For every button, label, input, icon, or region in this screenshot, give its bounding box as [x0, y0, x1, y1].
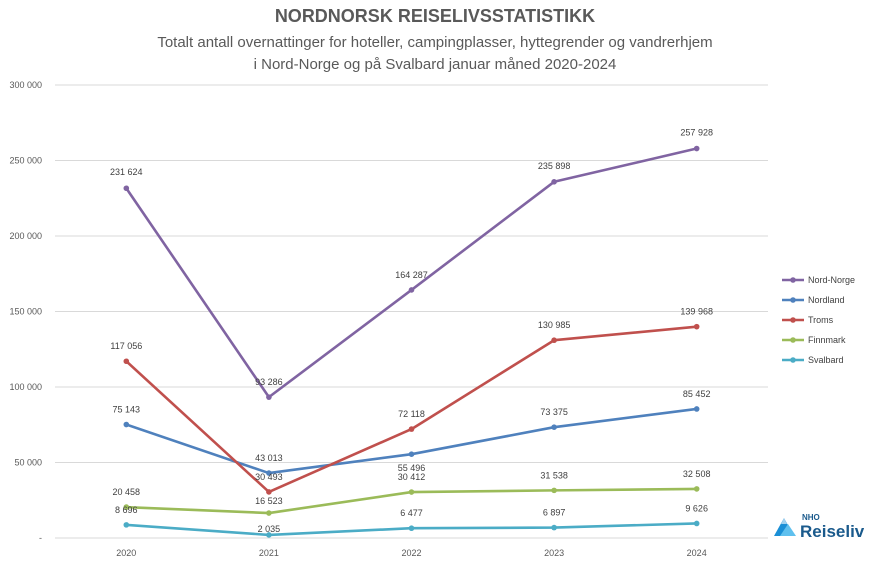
series-lines — [123, 145, 700, 538]
data-point — [693, 323, 700, 330]
legend-marker — [790, 317, 796, 323]
data-label: 130 985 — [538, 320, 571, 330]
data-point — [551, 524, 557, 531]
data-label: 8 696 — [115, 505, 138, 515]
data-point — [693, 145, 700, 152]
legend-label: Svalbard — [808, 355, 844, 365]
nho-reiseliv-logo: NHO Reiseliv — [772, 508, 865, 542]
data-point — [408, 287, 415, 293]
chart-title: NORDNORSK REISELIVSSTATISTIKK — [274, 6, 596, 26]
data-label: 231 624 — [110, 167, 143, 177]
legend-marker — [790, 337, 796, 343]
data-label: 20 458 — [113, 487, 141, 497]
data-point — [123, 185, 130, 192]
y-tick-label: 200 000 — [9, 231, 42, 241]
gridlines — [55, 84, 768, 539]
legend-label: Finnmark — [808, 335, 846, 345]
data-point — [408, 525, 415, 532]
y-tick-label: 250 000 — [9, 156, 42, 166]
data-point — [408, 426, 415, 432]
data-label: 72 118 — [398, 409, 425, 419]
data-point — [408, 489, 415, 495]
data-label: 139 968 — [680, 307, 713, 317]
x-tick-label: 2024 — [687, 548, 707, 558]
data-point — [693, 486, 700, 492]
data-labels: 231 624 93 286 164 287 235 898 257 928 75 143… — [110, 128, 713, 534]
data-label: 31 538 — [540, 470, 568, 480]
data-label: 75 143 — [113, 405, 141, 415]
data-label: 30 412 — [398, 472, 426, 482]
data-label: 164 287 — [395, 270, 428, 280]
data-label: 43 013 — [255, 453, 283, 463]
data-label: 32 508 — [683, 469, 711, 479]
data-point — [266, 470, 272, 476]
legend: Nord-Norge Nordland Troms Finnmark Svalbard — [782, 275, 855, 365]
y-tick-label: 100 000 — [9, 382, 42, 392]
y-tick-label: 150 000 — [9, 307, 42, 317]
legend-marker — [790, 277, 796, 283]
legend-label: Troms — [808, 315, 834, 325]
data-label: 6 897 — [543, 508, 566, 518]
data-label: 257 928 — [680, 128, 713, 138]
y-tick-label: 300 000 — [9, 80, 42, 90]
data-point — [123, 358, 130, 365]
data-label: 30 493 — [255, 472, 283, 482]
data-point — [551, 424, 557, 431]
y-tick-label: 50 000 — [14, 458, 42, 468]
data-point — [551, 337, 557, 344]
data-point — [551, 178, 557, 185]
data-label: 6 477 — [400, 508, 423, 518]
data-label: 117 056 — [110, 341, 142, 351]
data-label: 55 496 — [398, 463, 426, 473]
x-tick-label: 2020 — [116, 548, 136, 558]
chart-subtitle-line2: i Nord-Norge og på Svalbard januar måned… — [253, 56, 617, 73]
data-point — [693, 406, 700, 412]
logo-big-text: Reiseliv — [800, 522, 864, 541]
logo-small-text: NHO — [802, 513, 820, 522]
legend-label: Nord-Norge — [808, 275, 855, 285]
data-point — [266, 489, 272, 495]
data-point — [266, 394, 272, 400]
data-label: 93 286 — [255, 377, 283, 387]
x-tick-label: 2022 — [401, 548, 421, 558]
data-point — [551, 487, 557, 494]
x-tick-label: 2021 — [259, 548, 279, 558]
logo-mountain-icon — [774, 518, 796, 536]
chart-subtitle-line1: Totalt antall overnattinger for hoteller… — [157, 34, 713, 51]
y-tick-label: - — [39, 533, 42, 543]
data-label: 9 626 — [685, 503, 708, 513]
x-tick-label: 2023 — [544, 548, 564, 558]
data-point — [123, 421, 130, 428]
data-point — [123, 504, 130, 510]
legend-marker — [790, 357, 796, 363]
data-point — [408, 451, 415, 458]
legend-label: Nordland — [808, 295, 845, 305]
data-label: 85 452 — [683, 389, 711, 399]
data-label: 16 523 — [255, 496, 283, 506]
data-label: 2 035 — [258, 524, 281, 534]
data-label: 235 898 — [538, 161, 571, 171]
data-point — [123, 522, 130, 528]
axes: - 50 000 100 000 150 000 200 000 250 000 300 0… — [9, 80, 706, 558]
data-label: 73 375 — [540, 407, 568, 417]
legend-marker — [790, 297, 796, 303]
data-point — [266, 510, 272, 516]
data-point — [693, 520, 700, 527]
data-point — [266, 532, 272, 538]
